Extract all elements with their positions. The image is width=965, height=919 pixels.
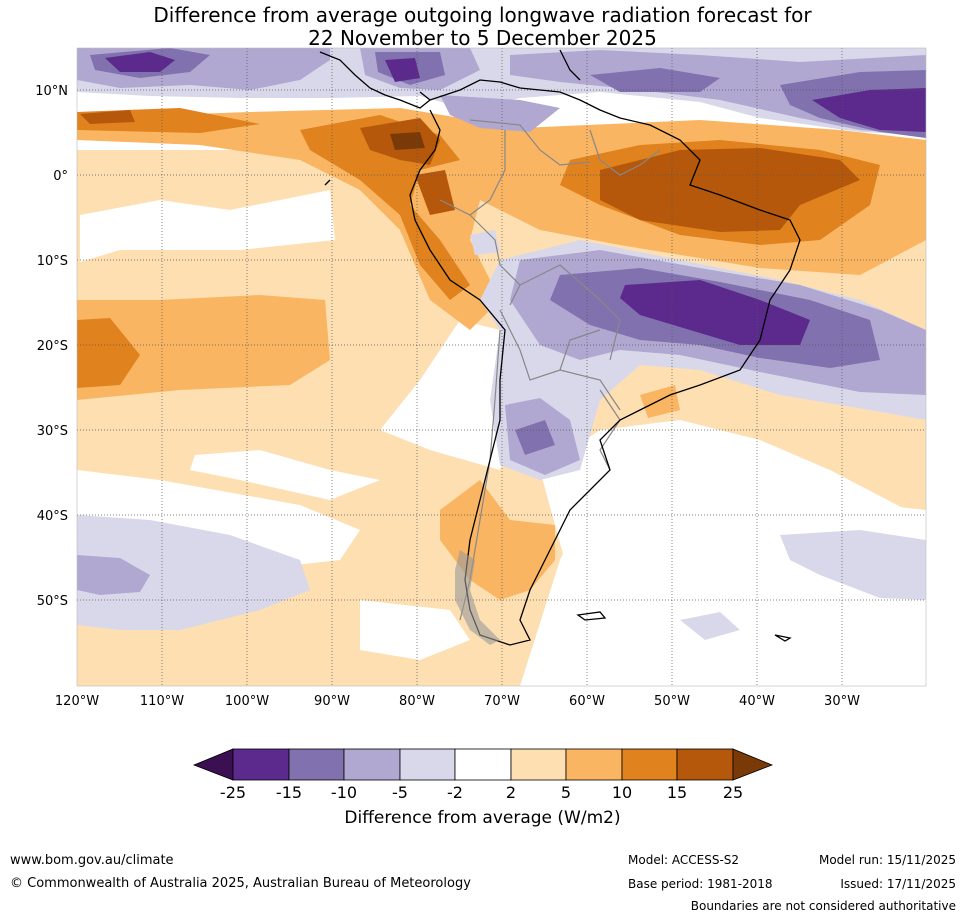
colorbar-tick: -15: [275, 783, 303, 802]
model-text: Model: ACCESS-S2: [628, 853, 740, 867]
anomaly-neg5-neg10-region: [440, 95, 560, 132]
anomaly-neg10-neg15-region: [515, 420, 555, 455]
map-field: [77, 48, 926, 686]
lat-label-10s: 10°S: [37, 254, 68, 269]
colorbar-tick: -2: [447, 783, 463, 802]
lat-label-0: 0°: [53, 169, 68, 184]
colorbar-tick: 2: [505, 783, 517, 802]
title-line-1: Difference from average outgoing longwav…: [153, 3, 812, 27]
colorbar-bin-7: [565, 748, 623, 781]
colorbar-tick: 5: [560, 783, 572, 802]
south-georgia: [774, 634, 792, 642]
anomaly-5-10-region: [77, 295, 330, 400]
colorbar-bin-5: [454, 748, 512, 781]
colorbar-tick: 15: [666, 783, 688, 802]
lat-label-30s: 30°S: [37, 424, 68, 439]
lat-label-20s: 20°S: [37, 339, 68, 354]
colorbar-tick: -10: [330, 783, 358, 802]
anomaly-neutral-region: [80, 190, 335, 262]
anomaly-neutral-region: [190, 450, 380, 500]
colorbar-tick: -25: [219, 783, 247, 802]
falkland-islands: [576, 611, 607, 621]
colorbar-bin-4: [399, 748, 456, 781]
colorbar: [192, 748, 774, 781]
anomaly-15-25-region: [415, 170, 455, 215]
lon-label-40w: 40°W: [739, 694, 775, 709]
anomaly-neg15-neg25-region: [385, 58, 420, 82]
lon-label-50w: 50°W: [654, 694, 690, 709]
disclaimer-text: Boundaries are not considered authoritat…: [690, 899, 956, 913]
colorbar-bin-9: [676, 748, 734, 781]
anomaly-neg2-neg5-region: [470, 230, 500, 255]
colorbar-tick: -5: [392, 783, 408, 802]
anomaly-neutral-region: [540, 420, 926, 686]
colorbar-extend-low: [192, 748, 234, 781]
title-line-2: 22 November to 5 December 2025: [308, 26, 657, 50]
model-run-text: Model run: 15/11/2025: [818, 853, 956, 867]
copyright-text: © Commonwealth of Australia 2025, Austra…: [10, 876, 471, 891]
anomaly-15-25-region: [80, 110, 135, 124]
colorbar-bin-6: [510, 748, 567, 781]
colorbar-label: Difference from average (W/m2): [344, 808, 621, 828]
anomaly-neg5-neg10-region: [77, 555, 150, 595]
lon-label-60w: 60°W: [569, 694, 605, 709]
anomaly-10-15-region: [77, 318, 140, 388]
anomaly-neg10-neg15-region: [590, 68, 720, 92]
anomaly-neg15-neg25-region: [812, 88, 926, 132]
lon-label-80w: 80°W: [399, 694, 435, 709]
coastlines: [319, 49, 801, 646]
lat-label-40s: 40°S: [37, 509, 68, 524]
anomaly-neg15-neg25-region: [105, 52, 175, 72]
anomaly-neg2-neg5-region: [780, 530, 926, 600]
lon-label-90w: 90°W: [314, 694, 350, 709]
colorbar-bin-8: [621, 748, 678, 781]
anomaly-neutral-region: [380, 320, 520, 470]
colorbar-bin-1: [232, 748, 290, 781]
lon-label-30w: 30°W: [824, 694, 860, 709]
anomaly-15-25-region: [600, 148, 860, 232]
lon-label-110w: 110°W: [140, 694, 184, 709]
colorbar-tick: 25: [722, 783, 744, 802]
base-period-text: Base period: 1981-2018: [628, 877, 773, 891]
issued-text: Issued: 17/11/2025: [840, 877, 956, 891]
anomaly-neg2-neg5-region: [680, 612, 740, 640]
lon-label-120w: 120°W: [55, 694, 99, 709]
lon-label-100w: 100°W: [225, 694, 269, 709]
lon-label-70w: 70°W: [484, 694, 520, 709]
chile-fjords: [455, 550, 500, 645]
anomaly-5-10-region: [640, 385, 680, 418]
anomaly-neutral-region: [360, 600, 470, 660]
lat-label-10n: 10°N: [35, 84, 68, 99]
anomaly-extreme-positive-region: [390, 132, 425, 150]
anomaly-neg2-neg5-region: [77, 515, 310, 630]
website-link[interactable]: www.bom.gov.au/climate: [10, 853, 174, 868]
colorbar-bin-2: [288, 748, 345, 781]
lat-label-50s: 50°S: [37, 594, 68, 609]
map-frame: [76, 47, 927, 687]
map-title: Difference from average outgoing longwav…: [0, 4, 965, 50]
colorbar-tick: 10: [611, 783, 633, 802]
colorbar-bin-3: [343, 748, 401, 781]
colorbar-extend-high: [732, 748, 774, 781]
graticule: [77, 48, 926, 686]
